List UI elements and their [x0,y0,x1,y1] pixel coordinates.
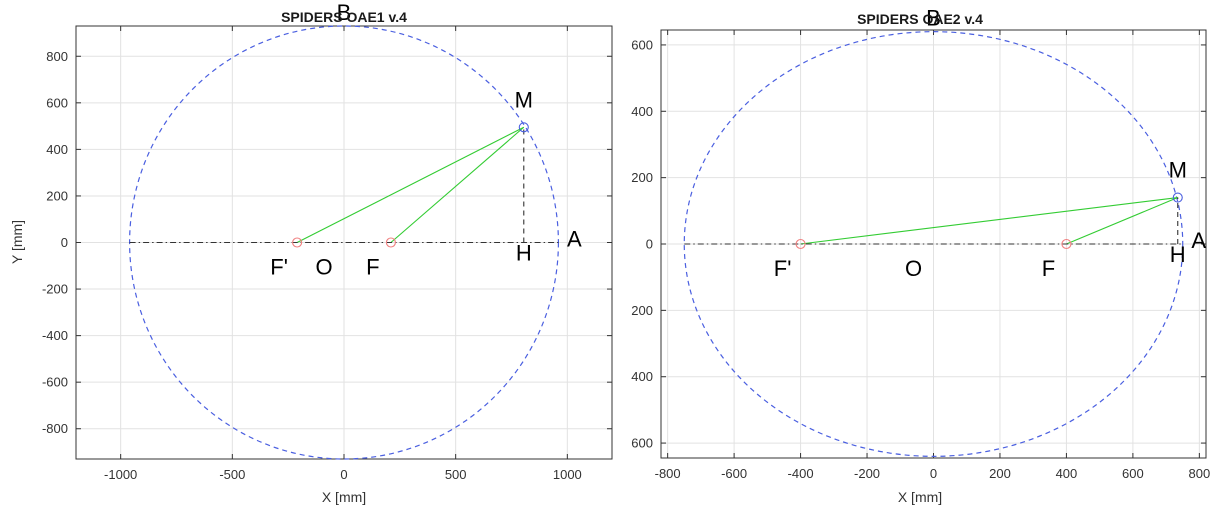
x-tick-label: 200 [989,466,1011,481]
point-label: H [516,241,532,266]
point-label: M [515,87,533,112]
y-axis-label: Y [mm] [9,220,25,264]
y-tick-label: -200 [42,282,68,297]
point-marker [518,122,529,133]
plot-title: SPIDERS OAE2 v.4 [857,11,983,27]
x-tick-label: -600 [721,466,747,481]
point-label: M [1169,158,1187,183]
x-tick-label: -500 [219,467,245,482]
ellipse-curve [683,31,1184,457]
point-marker [1172,192,1183,203]
point-marker [795,238,806,250]
segment-line [390,126,525,243]
plot-oae1: -1000 -500 0 500 1000 -800 -600 -400 -200 0 200 400… [9,0,613,505]
point-marker [1061,238,1072,250]
x-axis-label: X [mm] [322,489,366,505]
plot-title: SPIDERS OAE1 v.4 [281,9,407,25]
y-tick-label: 400 [631,104,653,119]
y-tick-label: 400 [631,369,653,384]
y-tick-label: 400 [46,142,68,157]
y-tick-label: 800 [46,49,68,64]
x-tick-label: -200 [854,466,880,481]
y-tick-label: 0 [646,237,653,252]
x-tick-label: 400 [1056,466,1078,481]
segment-line [800,197,1178,245]
point-label: F [1042,256,1055,281]
x-tick-label: 1000 [553,467,582,482]
point-marker [385,237,396,248]
y-tick-label: 600 [631,436,653,451]
y-tick-label: 200 [46,188,68,203]
y-tick-label: -400 [42,328,68,343]
point-label: B [337,0,352,25]
x-tick-label: -1000 [104,467,137,482]
y-tick-label: 200 [631,303,653,318]
point-label: O [905,256,922,281]
y-tick-label: 200 [631,170,653,185]
segment-line [1066,197,1178,245]
point-label: A [1191,228,1206,253]
point-label: F' [774,256,792,281]
point-label: O [315,255,332,280]
x-tick-label: 0 [340,467,347,482]
point-marker [292,237,303,248]
point-label: H [1170,242,1186,267]
y-tick-label: -800 [42,421,68,436]
y-tick-label: -600 [42,375,68,390]
point-label: F' [270,255,288,280]
point-label: F [366,255,379,280]
segment-line [296,126,525,243]
plot-oae2: -800 -600 -400 -200 0 200 400 600 800 600 400 200 0 2… [631,6,1210,505]
x-tick-label: -400 [788,466,814,481]
x-tick-label: 600 [1122,466,1144,481]
x-tick-label: 0 [930,466,937,481]
x-axis-label: X [mm] [898,489,942,505]
point-label: B [926,6,941,31]
y-tick-label: 0 [61,235,68,250]
x-tick-label: -800 [655,466,681,481]
y-tick-label: 600 [46,95,68,110]
x-tick-label: 800 [1189,466,1211,481]
point-label: A [567,227,582,252]
x-tick-label: 500 [445,467,467,482]
y-tick-label: 600 [631,37,653,52]
